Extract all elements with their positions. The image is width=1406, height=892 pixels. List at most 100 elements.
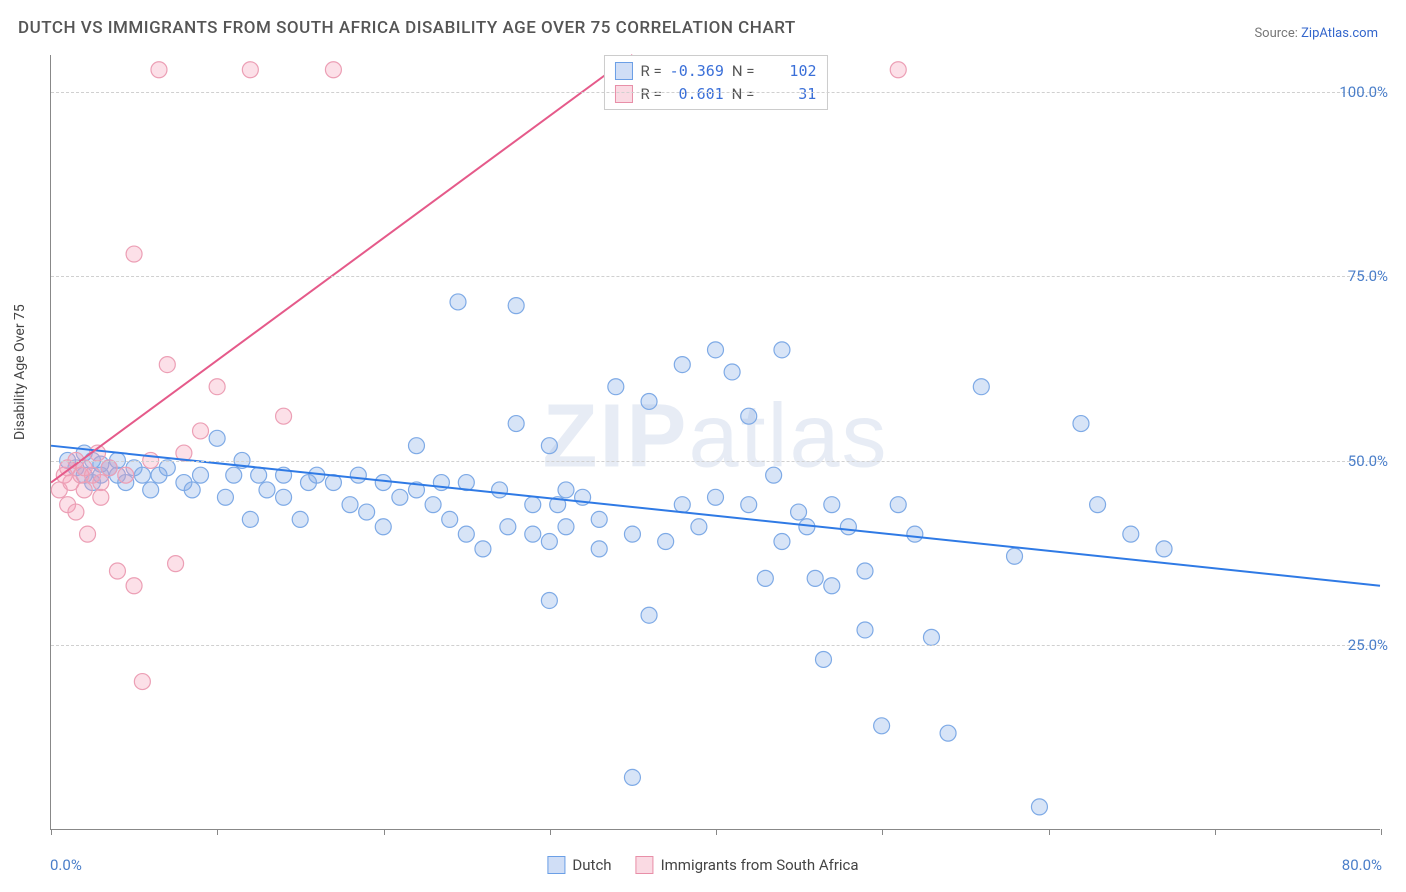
scatter-point[interactable] [923,629,939,645]
scatter-point[interactable] [1073,416,1089,432]
scatter-point[interactable] [209,430,225,446]
scatter-point[interactable] [558,519,574,535]
scatter-point[interactable] [458,526,474,542]
scatter-point[interactable] [442,511,458,527]
scatter-point[interactable] [658,534,674,550]
scatter-point[interactable] [134,674,150,690]
scatter-point[interactable] [143,482,159,498]
scatter-point[interactable] [641,607,657,623]
scatter-point[interactable] [209,379,225,395]
scatter-point[interactable] [1156,541,1172,557]
scatter-point[interactable] [1007,548,1023,564]
scatter-point[interactable] [392,489,408,505]
scatter-point[interactable] [193,423,209,439]
scatter-point[interactable] [591,541,607,557]
scatter-point[interactable] [624,769,640,785]
scatter-point[interactable] [226,467,242,483]
scatter-point[interactable] [708,489,724,505]
scatter-point[interactable] [259,482,275,498]
scatter-point[interactable] [641,393,657,409]
scatter-point[interactable] [80,526,96,542]
scatter-point[interactable] [93,475,109,491]
scatter-point[interactable] [276,489,292,505]
scatter-point[interactable] [857,563,873,579]
legend-item-dutch[interactable]: Dutch [547,856,611,874]
scatter-point[interactable] [159,357,175,373]
scatter-point[interactable] [217,489,233,505]
source-link[interactable]: ZipAtlas.com [1301,26,1378,41]
scatter-point[interactable] [624,526,640,542]
scatter-point[interactable] [973,379,989,395]
scatter-point[interactable] [724,364,740,380]
scatter-point[interactable] [774,534,790,550]
scatter-point[interactable] [857,622,873,638]
scatter-point[interactable] [874,718,890,734]
scatter-point[interactable] [342,497,358,513]
scatter-point[interactable] [940,725,956,741]
scatter-point[interactable] [76,482,92,498]
scatter-point[interactable] [824,578,840,594]
scatter-point[interactable] [815,651,831,667]
scatter-point[interactable] [508,298,524,314]
scatter-point[interactable] [1123,526,1139,542]
scatter-point[interactable] [500,519,516,535]
scatter-point[interactable] [68,504,84,520]
scatter-point[interactable] [126,578,142,594]
scatter-point[interactable] [1031,799,1047,815]
scatter-point[interactable] [101,460,117,476]
scatter-point[interactable] [118,467,134,483]
scatter-point[interactable] [541,534,557,550]
scatter-point[interactable] [591,511,607,527]
scatter-point[interactable] [375,475,391,491]
scatter-point[interactable] [242,62,258,78]
scatter-point[interactable] [151,62,167,78]
scatter-point[interactable] [890,497,906,513]
scatter-point[interactable] [1090,497,1106,513]
scatter-point[interactable] [126,246,142,262]
scatter-point[interactable] [674,357,690,373]
scatter-point[interactable] [375,519,391,535]
scatter-point[interactable] [93,489,109,505]
scatter-point[interactable] [840,519,856,535]
scatter-point[interactable] [425,497,441,513]
scatter-point[interactable] [541,592,557,608]
scatter-point[interactable] [350,467,366,483]
scatter-point[interactable] [359,504,375,520]
scatter-point[interactable] [184,482,200,498]
scatter-point[interactable] [541,438,557,454]
scatter-point[interactable] [691,519,707,535]
scatter-point[interactable] [159,460,175,476]
scatter-point[interactable] [325,62,341,78]
scatter-point[interactable] [525,526,541,542]
scatter-point[interactable] [242,511,258,527]
scatter-point[interactable] [525,497,541,513]
scatter-point[interactable] [890,62,906,78]
scatter-point[interactable] [774,342,790,358]
scatter-point[interactable] [168,556,184,572]
scatter-point[interactable] [508,416,524,432]
scatter-point[interactable] [134,467,150,483]
scatter-point[interactable] [824,497,840,513]
scatter-point[interactable] [276,408,292,424]
scatter-point[interactable] [558,482,574,498]
scatter-point[interactable] [450,294,466,310]
scatter-point[interactable] [674,497,690,513]
scatter-point[interactable] [608,379,624,395]
scatter-point[interactable] [741,408,757,424]
scatter-point[interactable] [741,497,757,513]
scatter-point[interactable] [708,342,724,358]
scatter-point[interactable] [109,563,125,579]
scatter-point[interactable] [475,541,491,557]
scatter-point[interactable] [766,467,782,483]
scatter-point[interactable] [292,511,308,527]
scatter-point[interactable] [492,482,508,498]
legend-item-immigrants[interactable]: Immigrants from South Africa [636,856,859,874]
scatter-point[interactable] [193,467,209,483]
scatter-point[interactable] [907,526,923,542]
scatter-point[interactable] [807,570,823,586]
scatter-point[interactable] [251,467,267,483]
scatter-point[interactable] [408,438,424,454]
r-value-immigrants: 0.601 [670,83,724,106]
scatter-point[interactable] [791,504,807,520]
scatter-point[interactable] [757,570,773,586]
